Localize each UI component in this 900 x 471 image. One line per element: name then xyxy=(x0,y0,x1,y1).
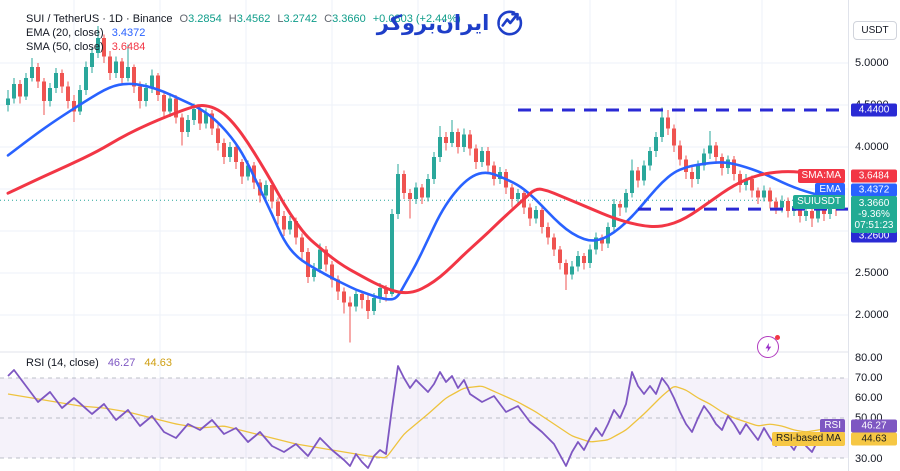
axis-tick-label: 5.0000 xyxy=(855,57,889,69)
candlestick-series xyxy=(6,26,844,343)
sma-price-badge: 3.6484 xyxy=(851,169,897,183)
axis-tick-label: 2.5000 xyxy=(855,267,889,279)
rsi-ma-line xyxy=(7,385,843,459)
rsi-legend[interactable]: RSI (14, close) 46.27 44.63 xyxy=(26,357,172,369)
rsi-name-pill: RSI xyxy=(820,419,845,433)
symbol-name-pill: SUIUSDT xyxy=(793,195,845,209)
rsi-ma-name-pill: RSI-based MA xyxy=(771,432,845,446)
sma-line xyxy=(6,104,844,295)
currency-toggle-button[interactable]: USDT xyxy=(853,21,897,40)
sma-name-pill: SMA:MA xyxy=(797,169,845,183)
chart-legend: SUI / TetherUS · 1D · Binance O3.2854 H3.4… xyxy=(26,13,461,55)
price-axis[interactable]: USDT 5.00004.50004.00002.50002.000080.00… xyxy=(848,0,900,471)
sma-legend-row[interactable]: SMA (50, close) 3.6484 xyxy=(26,41,461,54)
ema-price-badge: 3.4372 xyxy=(851,183,897,197)
ema-name-pill: EMA xyxy=(815,183,845,197)
axis-tick-label: 60.00 xyxy=(855,392,883,404)
symbol-title[interactable]: SUI / TetherUS · 1D · Binance xyxy=(26,13,173,25)
ohlc-value: 3.2742 xyxy=(283,13,318,25)
rsi-ma-value: 44.63 xyxy=(144,357,172,369)
ohlc-value: 3.3660 xyxy=(332,13,366,25)
sma-value: 3.6484 xyxy=(111,41,146,53)
ema-value: 3.4372 xyxy=(111,27,146,39)
axis-tick-label: 2.0000 xyxy=(855,309,889,321)
axis-tick-label: 70.00 xyxy=(855,372,883,384)
rsi-value: 46.27 xyxy=(107,357,136,369)
broker-logo-text: ایران‌بروکر xyxy=(376,11,490,35)
ohlc-key: H xyxy=(228,13,237,25)
ohlc-key: L xyxy=(277,13,284,25)
last-price-badge: 3.3660 -9.36% 07:51:23 xyxy=(851,196,897,233)
axis-tick-label: 80.00 xyxy=(855,352,883,364)
lightning-button[interactable] xyxy=(757,335,780,358)
rsi-value-badge: 46.27 xyxy=(851,419,897,433)
lightning-icon xyxy=(765,342,771,352)
ema-label: EMA (20, close) xyxy=(26,27,104,39)
ema-line xyxy=(6,82,844,301)
ohlc-values: O3.2854 H3.4562 L3.2742 C3.3660 xyxy=(173,13,366,25)
axis-tick-label: 4.0000 xyxy=(855,141,889,153)
ohlc-key: O xyxy=(179,13,189,25)
change-value: +0.0803 (+2.44%) xyxy=(372,13,461,25)
sma-label: SMA (50, close) xyxy=(26,41,104,53)
rsi-label: RSI (14, close) xyxy=(26,357,99,369)
broker-logo: ایران‌بروکر xyxy=(377,9,524,37)
axis-tick-label: 30.00 xyxy=(855,453,883,465)
rsi-ma-value-badge: 44.63 xyxy=(851,432,897,446)
ohlc-value: 3.2854 xyxy=(188,13,222,25)
broker-logo-icon xyxy=(495,9,523,37)
symbol-legend-row[interactable]: SUI / TetherUS · 1D · Binance O3.2854 H3.4… xyxy=(26,13,461,26)
resistance-price-badge: 4.4400 xyxy=(851,103,897,117)
ohlc-key: C xyxy=(324,13,333,25)
ema-legend-row[interactable]: EMA (20, close) 3.4372 xyxy=(26,27,461,40)
ohlc-value: 3.4562 xyxy=(236,13,271,25)
rsi-line xyxy=(7,365,843,469)
